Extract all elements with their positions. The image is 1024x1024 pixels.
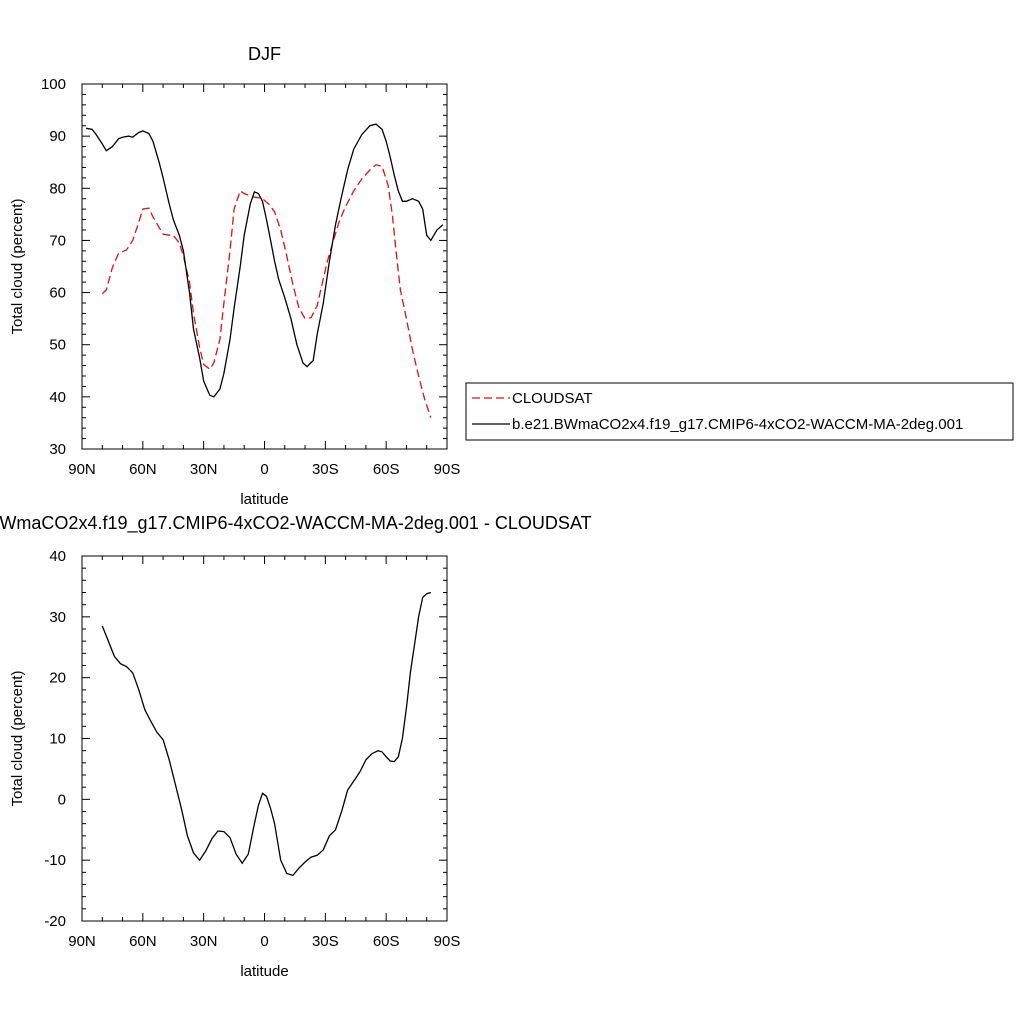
x-tick-label: 90N <box>68 461 96 478</box>
series-line-difference <box>101 591 431 877</box>
series-line-b-e21-bwmaco2x4-f19-g17-cmip6-4xco2-waccm-ma-2deg-001 <box>85 123 444 398</box>
legend-label: CLOUDSAT <box>512 390 593 407</box>
chart-title: DJF <box>248 44 281 64</box>
y-tick-label: 60 <box>49 285 66 302</box>
x-tick-label: 30S <box>312 461 339 478</box>
y-tick-label: 70 <box>49 232 66 249</box>
x-tick-label: 90S <box>434 933 461 950</box>
x-tick-label: 90S <box>434 461 461 478</box>
plot-frame <box>81 83 448 450</box>
x-tick-label: 0 <box>260 461 268 478</box>
y-tick-label: 10 <box>49 731 66 748</box>
x-tick-label: 60N <box>129 933 157 950</box>
x-tick-label: 60S <box>373 933 400 950</box>
y-tick-label: 30 <box>49 441 66 458</box>
y-tick-label: 100 <box>41 76 66 93</box>
y-tick-label: 90 <box>49 128 66 145</box>
x-tick-label: 90N <box>68 933 96 950</box>
y-tick-label: -10 <box>44 852 66 869</box>
y-tick-label: 40 <box>49 389 66 406</box>
x-tick-label: 60N <box>129 461 157 478</box>
x-axis-label: latitude <box>240 963 288 980</box>
panel-bottom: 90N 60N 30N 0 30S 60S 90S -20 -10 0 10 20 30 40 b.e21.… <box>0 513 592 980</box>
legend: CLOUDSAT b.e21.BWmaCO2x4.f19_g17.CMIP6-4x… <box>465 382 1014 441</box>
x-axis-label: latitude <box>240 491 288 508</box>
x-tick-label: 60S <box>373 461 400 478</box>
x-tick-label: 30N <box>190 933 218 950</box>
chart-title: b.e21.BWmaCO2x4.f19_g17.CMIP6-4xCO2-WACC… <box>0 513 592 534</box>
y-tick-label: 20 <box>49 670 66 687</box>
y-tick-label: -20 <box>44 913 66 930</box>
x-tick-label: 30N <box>190 461 218 478</box>
series-line-cloudsat <box>101 164 432 418</box>
y-axis-label: Total cloud (percent) <box>9 199 26 335</box>
y-tick-label: 80 <box>49 180 66 197</box>
y-axis-label: Total cloud (percent) <box>9 671 26 807</box>
x-tick-label: 30S <box>312 933 339 950</box>
y-tick-label: 30 <box>49 609 66 626</box>
plot-frame <box>81 555 448 922</box>
x-tick-label: 0 <box>260 933 268 950</box>
y-tick-label: 50 <box>49 337 66 354</box>
legend-label: b.e21.BWmaCO2x4.f19_g17.CMIP6-4xCO2-WACC… <box>512 416 963 433</box>
y-tick-label: 40 <box>49 548 66 565</box>
y-tick-label: 0 <box>58 791 66 808</box>
panel-top: 90N 60N 30N 0 30S 60S 90S 30 40 50 60 70 80 90 100 DJF l… <box>9 44 460 508</box>
legend-box <box>465 382 1014 441</box>
